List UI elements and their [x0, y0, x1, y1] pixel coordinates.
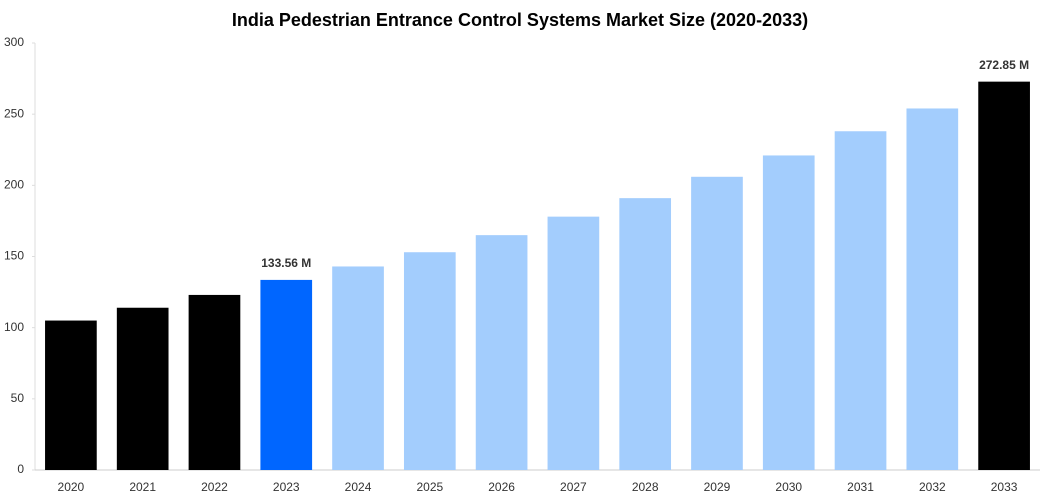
x-tick-label: 2025	[416, 480, 443, 494]
bar	[762, 155, 815, 470]
bar	[978, 81, 1030, 471]
x-tick-label: 2030	[775, 480, 802, 494]
x-tick-label: 2027	[560, 480, 587, 494]
bar	[332, 266, 384, 470]
bar	[475, 235, 528, 470]
chart-title: India Pedestrian Entrance Control System…	[232, 10, 808, 30]
bar	[691, 176, 743, 470]
y-tick-label: 0	[17, 462, 24, 476]
value-label: 272.85 M	[979, 58, 1029, 72]
y-tick-label: 250	[4, 106, 24, 120]
x-tick-label: 2032	[919, 480, 946, 494]
y-tick-label: 100	[4, 320, 24, 334]
bar	[116, 307, 169, 470]
x-tick-label: 2023	[273, 480, 300, 494]
bar	[45, 320, 97, 470]
x-tick-label: 2021	[129, 480, 156, 494]
x-tick-label: 2022	[201, 480, 228, 494]
y-tick-label: 150	[4, 249, 24, 263]
bar	[547, 216, 600, 470]
value-label: 133.56 M	[261, 256, 311, 270]
bar	[188, 294, 241, 470]
x-tick-label: 2026	[488, 480, 515, 494]
bar	[403, 252, 456, 470]
bar	[260, 279, 313, 470]
y-tick-label: 200	[4, 178, 24, 192]
y-tick-label: 50	[11, 391, 25, 405]
x-tick-label: 2029	[704, 480, 731, 494]
x-tick-label: 2020	[58, 480, 85, 494]
x-tick-label: 2024	[345, 480, 372, 494]
x-tick-label: 2033	[991, 480, 1018, 494]
x-tick-label: 2031	[847, 480, 874, 494]
y-tick-label: 300	[4, 35, 24, 49]
bar	[906, 108, 959, 471]
x-tick-label: 2028	[632, 480, 659, 494]
bar	[834, 131, 887, 470]
bar	[619, 198, 672, 471]
